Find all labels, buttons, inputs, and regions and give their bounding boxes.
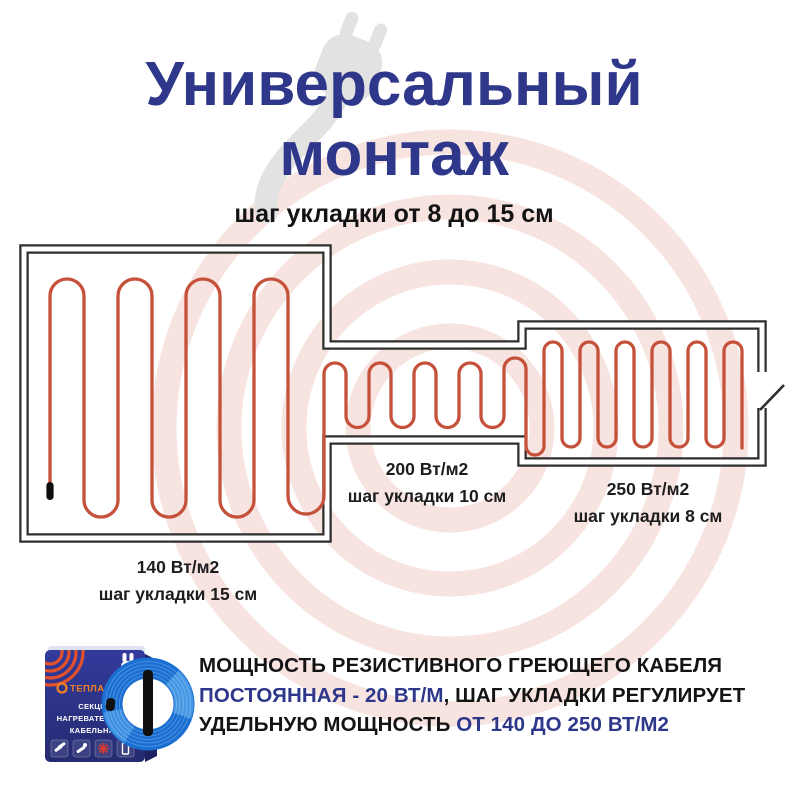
- footer-text-blue: ОТ 140 ДО 250 ВТ/М2: [456, 713, 670, 736]
- cable-coil-image: [101, 657, 195, 751]
- product-box: ТЕПЛАЙНЕР СЕКЦИЯ НАГРЕВАТЕЛЬНАЯ КАБЕЛЬНА…: [45, 646, 195, 762]
- title-block: Универсальный монтаж шаг укладки от 8 до…: [0, 50, 788, 229]
- coil-center-leads: [143, 670, 153, 736]
- box-caption-line: НАГРЕВАТЕЛЬНАЯ: [57, 714, 134, 723]
- page-title-line1: Универсальный: [145, 50, 643, 119]
- footer-description: МОЩНОСТЬ РЕЗИСТИВНОГО ГРЕЮЩЕГО КАБЕЛЯ ПО…: [199, 651, 783, 740]
- zone-label-250: 250 Вт/м2 шаг укладки 8 см: [528, 476, 768, 530]
- heating-cable: [48, 277, 744, 519]
- box-caption: СЕКЦИЯ НАГРЕВАТЕЛЬНАЯ КАБЕЛЬНАЯ: [57, 702, 134, 735]
- plug-watermark-icon: [254, 11, 388, 224]
- zone-step: шаг укладки 10 см: [347, 486, 507, 506]
- page-subtitle: шаг укладки от 8 до 15 см: [234, 200, 554, 228]
- zone-label-200: 200 Вт/м2 шаг укладки 10 см: [307, 456, 547, 510]
- door-leaf-icon: [759, 384, 785, 411]
- box-feature-tiles: [50, 739, 135, 758]
- footer-text-blue: ПОСТОЯННАЯ - 20 ВТ/М: [199, 683, 444, 707]
- coil-tie: [105, 697, 116, 712]
- footer-text-dark: УДЕЛЬНУЮ МОЩНОСТЬ: [199, 713, 457, 736]
- footer-text-dark: , ШАГ УКЛАДКИ РЕГУЛИРУЕТ: [443, 683, 746, 707]
- footer-line-3: УДЕЛЬНУЮ МОЩНОСТЬ ОТ 140 ДО 250 ВТ/М2: [199, 710, 783, 740]
- zone-label-140: 140 Вт/м2 шаг укладки 15 см: [58, 554, 298, 608]
- zone-power: 250 Вт/м2: [606, 479, 690, 499]
- box-caption-line: КАБЕЛЬНАЯ: [70, 726, 121, 735]
- zone-step: шаг укладки 8 см: [573, 506, 723, 526]
- zone-power: 200 Вт/м2: [385, 459, 469, 479]
- zone-power: 140 Вт/м2: [136, 557, 220, 577]
- box-arcs-icon: [45, 650, 85, 687]
- footer-line-2: ПОСТОЯННАЯ - 20 ВТ/М, ШАГ УКЛАДКИ РЕГУЛИ…: [199, 681, 783, 711]
- page-title-line2: монтаж: [279, 120, 509, 189]
- floor-plan-diagram: [19, 244, 785, 543]
- zone-step: шаг укладки 15 см: [98, 584, 258, 604]
- footer-text-dark: МОЩНОСТЬ РЕЗИСТИВНОГО ГРЕЮЩЕГО КАБЕЛЯ: [199, 654, 723, 677]
- cable-end-cap: [46, 482, 54, 500]
- brand-dot-icon: [56, 682, 68, 694]
- box-caption-line: СЕКЦИЯ: [78, 702, 111, 711]
- product-image: ТЕПЛАЙНЕР СЕКЦИЯ НАГРЕВАТЕЛЬНАЯ КАБЕЛЬНА…: [36, 642, 206, 782]
- footer-line-1: МОЩНОСТЬ РЕЗИСТИВНОГО ГРЕЮЩЕГО КАБЕЛЯ: [199, 651, 783, 681]
- wall-outline: [19, 244, 767, 543]
